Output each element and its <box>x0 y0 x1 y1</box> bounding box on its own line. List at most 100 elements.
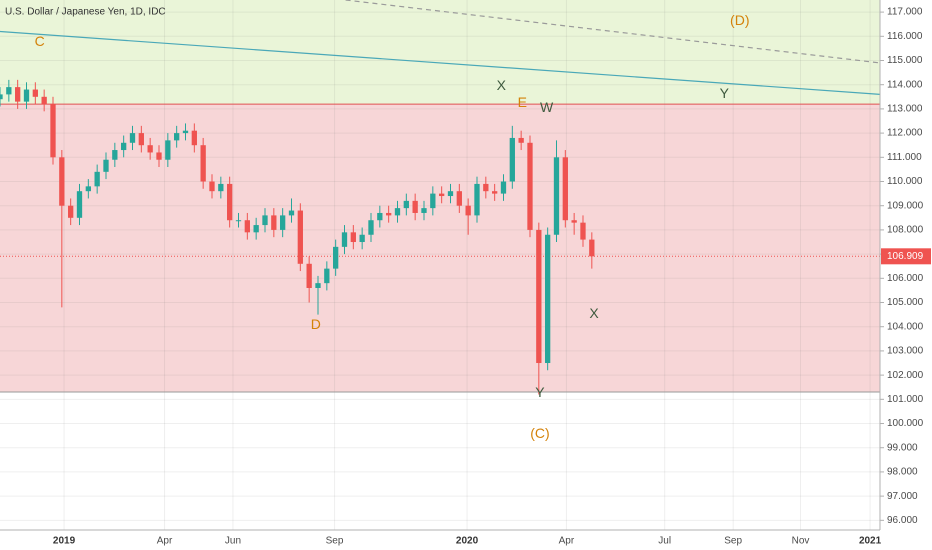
candle-body <box>262 215 268 226</box>
annotation: C <box>35 33 45 49</box>
candle-body <box>465 205 471 216</box>
y-tick-label: 115.000 <box>887 55 923 66</box>
candle-body <box>439 193 445 197</box>
candle-body <box>32 89 38 97</box>
candle-body <box>76 191 83 218</box>
candle-body <box>306 263 312 288</box>
candle-body <box>589 239 595 257</box>
time-axis <box>0 530 932 550</box>
candle-body <box>121 142 127 151</box>
candle-body <box>571 220 577 223</box>
x-tick-label: Apr <box>559 536 575 547</box>
candle-body <box>324 268 330 284</box>
y-tick-label: 99.000 <box>887 442 918 453</box>
candle-body <box>456 191 462 206</box>
candle-body <box>182 130 189 134</box>
annotation: W <box>540 99 554 115</box>
y-tick-label: 100.000 <box>887 418 924 429</box>
candle-body <box>174 133 180 141</box>
candle-body <box>412 200 418 213</box>
price-axis <box>880 0 932 550</box>
y-tick-label: 110.000 <box>887 176 923 187</box>
x-tick-label: Nov <box>792 536 810 547</box>
candle-body <box>509 137 515 182</box>
candle-body <box>191 130 197 146</box>
candle-body <box>368 220 374 235</box>
x-tick-label: Jul <box>658 536 671 547</box>
y-tick-label: 97.000 <box>887 491 918 502</box>
zone <box>0 104 880 393</box>
candle-body <box>6 87 12 95</box>
annotation: X <box>497 77 507 93</box>
y-tick-label: 98.000 <box>887 467 918 478</box>
trendline <box>0 30 881 95</box>
candle-body <box>297 210 303 264</box>
candle-body <box>553 157 560 235</box>
candle-body <box>394 208 401 216</box>
candle-body <box>271 215 277 230</box>
y-tick-label: 113.000 <box>887 104 923 115</box>
candle-body <box>430 193 436 209</box>
y-tick-label: 116.000 <box>887 31 923 42</box>
candle-body <box>288 210 295 216</box>
x-tick-label: Jun <box>225 536 241 547</box>
candle-body <box>68 205 74 218</box>
candle-body <box>103 159 109 172</box>
candle-body <box>50 104 56 158</box>
y-tick-label: 106.000 <box>887 273 924 284</box>
y-tick-label: 104.000 <box>887 321 924 332</box>
candle-body <box>0 94 3 100</box>
candle-body <box>280 215 286 230</box>
candle-body <box>59 157 65 206</box>
last-price-label: 106.909 <box>887 251 924 262</box>
annotation: (D) <box>730 12 749 28</box>
candle-body <box>580 222 586 240</box>
x-tick-label: Sep <box>724 536 742 547</box>
candle-body <box>165 140 171 160</box>
candle-body <box>253 225 259 233</box>
candle-body <box>386 212 392 216</box>
annotation: E <box>518 94 527 110</box>
candle-body <box>350 232 356 243</box>
candle-body <box>218 183 224 192</box>
candle-body <box>483 183 489 192</box>
annotation: D <box>311 316 321 332</box>
candle-body <box>341 232 348 247</box>
candle-body <box>112 150 118 160</box>
candle-body <box>562 157 568 221</box>
candle-body <box>536 229 542 364</box>
candle-body <box>333 246 339 269</box>
candle-body <box>138 133 144 146</box>
candle-body <box>94 171 100 187</box>
candle-body <box>518 137 524 143</box>
annotation: X <box>589 305 599 321</box>
x-tick-label: Sep <box>326 536 344 547</box>
candle-body <box>244 220 250 233</box>
y-tick-label: 111.000 <box>887 152 922 163</box>
candle-body <box>545 234 551 364</box>
candle-body <box>421 208 427 213</box>
candle-body <box>500 181 507 194</box>
candle-body <box>227 183 233 221</box>
x-tick-label: 2021 <box>859 536 882 547</box>
y-tick-label: 109.000 <box>887 200 924 211</box>
candle-body <box>315 283 321 288</box>
chart-title: U.S. Dollar / Japanese Yen, 1D, IDC <box>5 7 166 18</box>
candle-body <box>15 87 21 102</box>
y-tick-label: 117.000 <box>887 7 923 18</box>
annotation: (C) <box>530 425 549 441</box>
candle-body <box>209 181 215 192</box>
y-tick-label: 105.000 <box>887 297 924 308</box>
candle-body <box>41 96 47 105</box>
x-tick-label: Apr <box>157 536 173 547</box>
y-tick-label: 114.000 <box>887 79 923 90</box>
x-tick-label: 2020 <box>456 536 479 547</box>
candle-body <box>492 191 498 194</box>
annotation: Y <box>535 384 545 400</box>
y-tick-label: 101.000 <box>887 394 924 405</box>
candle-body <box>403 200 409 209</box>
candle-body <box>377 212 383 221</box>
candle-body <box>85 186 91 192</box>
candle-body <box>23 89 30 102</box>
